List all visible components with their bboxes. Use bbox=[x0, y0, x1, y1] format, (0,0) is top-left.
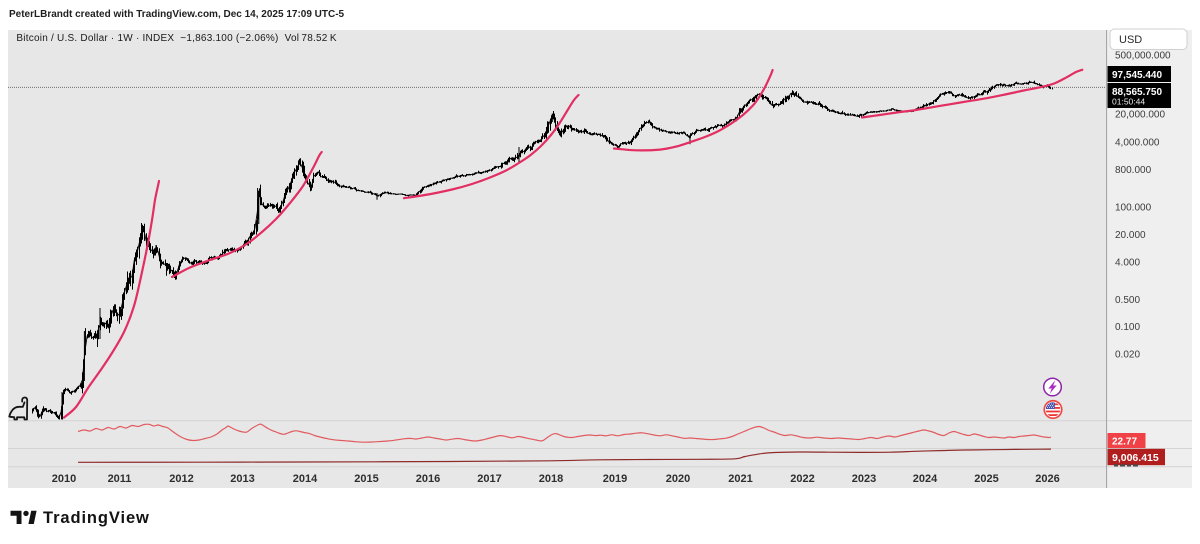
svg-text:2022: 2022 bbox=[790, 473, 814, 485]
svg-text:2018: 2018 bbox=[539, 473, 563, 485]
svg-text:Bitcoin / U.S. Dollar · 1W · I: Bitcoin / U.S. Dollar · 1W · INDEX −1,86… bbox=[16, 33, 336, 44]
svg-text:PeterLBrandt created with Trad: PeterLBrandt created with TradingView.co… bbox=[9, 9, 345, 20]
svg-text:2015: 2015 bbox=[354, 473, 378, 485]
svg-text:2011: 2011 bbox=[108, 473, 132, 485]
svg-text:9,006.415: 9,006.415 bbox=[1112, 452, 1159, 464]
svg-text:TradingView: TradingView bbox=[43, 509, 150, 527]
svg-text:2021: 2021 bbox=[728, 473, 752, 485]
svg-text:0.500: 0.500 bbox=[1115, 295, 1140, 306]
svg-text:500,000.000: 500,000.000 bbox=[1115, 51, 1171, 62]
svg-text:2010: 2010 bbox=[52, 473, 76, 485]
svg-text:2025: 2025 bbox=[974, 473, 998, 485]
svg-text:2026: 2026 bbox=[1035, 473, 1059, 485]
svg-text:800.000: 800.000 bbox=[1115, 165, 1152, 176]
svg-text:2017: 2017 bbox=[477, 473, 501, 485]
svg-text:USD: USD bbox=[1119, 34, 1142, 46]
svg-text:2014: 2014 bbox=[293, 473, 318, 485]
svg-text:20,000.000: 20,000.000 bbox=[1115, 110, 1165, 121]
svg-text:97,545.440: 97,545.440 bbox=[1112, 70, 1162, 81]
svg-text:4,000.000: 4,000.000 bbox=[1115, 138, 1160, 149]
svg-text:2012: 2012 bbox=[169, 473, 193, 485]
svg-text:2020: 2020 bbox=[666, 473, 690, 485]
svg-text:20.000: 20.000 bbox=[1115, 230, 1146, 241]
svg-text:2024: 2024 bbox=[913, 473, 938, 485]
svg-text:0.100: 0.100 bbox=[1115, 322, 1140, 333]
svg-text:2016: 2016 bbox=[416, 473, 440, 485]
svg-text:4.000: 4.000 bbox=[1115, 258, 1140, 269]
svg-text:0.020: 0.020 bbox=[1115, 350, 1140, 361]
svg-text:22.77: 22.77 bbox=[1112, 437, 1137, 448]
svg-text:100.000: 100.000 bbox=[1115, 203, 1152, 214]
svg-text:2023: 2023 bbox=[852, 473, 876, 485]
svg-text:88,565.750: 88,565.750 bbox=[1112, 87, 1162, 98]
svg-text:01:50:44: 01:50:44 bbox=[1112, 97, 1145, 107]
svg-text:2019: 2019 bbox=[603, 473, 627, 485]
svg-text:2013: 2013 bbox=[230, 473, 254, 485]
